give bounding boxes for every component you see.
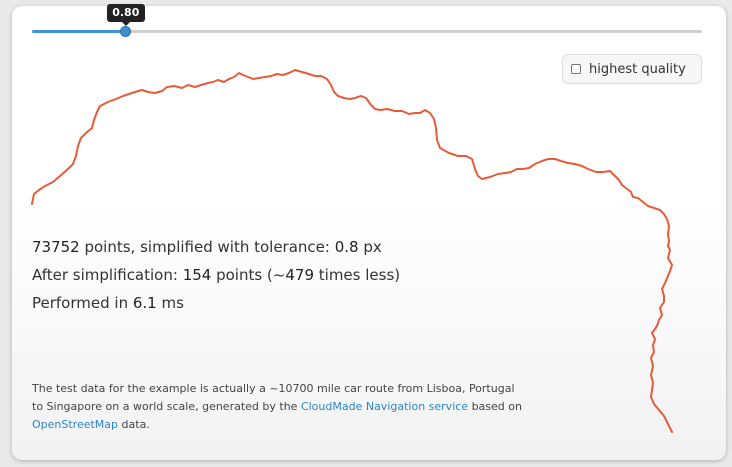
note-text-1: The test data for the example is actuall… [32, 382, 515, 413]
note-text-2: based on [468, 400, 522, 413]
stats-line2-end: times less) [314, 266, 401, 284]
slider-value-tooltip: 0.80 [106, 4, 145, 26]
highest-quality-label: highest quality [589, 61, 686, 77]
tolerance-slider[interactable]: 0.80 [32, 4, 702, 38]
slider-track[interactable] [32, 30, 702, 33]
total-points-value: 73752 [32, 238, 80, 256]
stats-line3-text: Performed in [32, 294, 133, 312]
times-less-value: 479 [285, 266, 314, 284]
test-data-note: The test data for the example is actuall… [32, 380, 522, 434]
simplified-points-value: 154 [182, 266, 212, 284]
stats-line-points: 73752 points, simplified with tolerance:… [32, 233, 400, 261]
highest-quality-toggle[interactable]: highest quality [562, 54, 702, 84]
slider-fill [32, 30, 126, 33]
cloudmade-navigation-link[interactable]: CloudMade Navigation service [300, 400, 469, 413]
highest-quality-checkbox[interactable] [571, 64, 581, 74]
stats-line-after: After simplification: 154 points (~479 t… [32, 261, 400, 289]
stats-line-performance: Performed in 6.1 ms [32, 289, 400, 317]
note-text-3: data. [118, 418, 150, 431]
elapsed-ms-value: 6.1 [132, 294, 157, 312]
simplify-demo-panel: 0.80 highest quality 73752 points, simpl… [12, 4, 726, 460]
stats-line2-mid: points (~ [211, 266, 286, 284]
tolerance-unit: px [358, 238, 382, 256]
openstreetmap-link[interactable]: OpenStreetMap [32, 418, 119, 431]
ms-unit: ms [156, 294, 184, 312]
stats-line2-text: After simplification: [32, 266, 183, 284]
tolerance-value: 0.8 [334, 238, 359, 256]
stats-line1-text: points, simplified with tolerance: [79, 238, 335, 256]
simplification-stats: 73752 points, simplified with tolerance:… [32, 233, 400, 317]
slider-thumb[interactable] [119, 26, 131, 37]
